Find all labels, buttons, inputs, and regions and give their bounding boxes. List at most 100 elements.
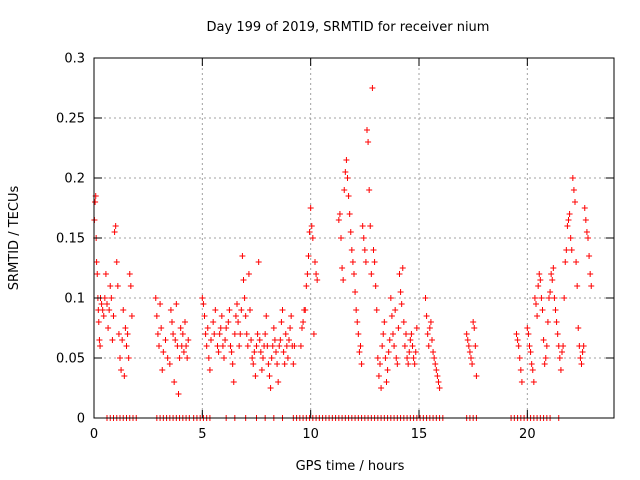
x-axis-label: GPS time / hours: [296, 459, 405, 474]
data-point: [270, 325, 277, 331]
data-point: [219, 343, 226, 349]
data-point: [232, 313, 239, 319]
data-point: [343, 157, 350, 163]
data-point: [123, 343, 130, 349]
data-point: [314, 277, 321, 283]
data-point: [255, 259, 262, 265]
data-point: [379, 343, 386, 349]
data-point: [214, 343, 221, 349]
data-point: [335, 217, 342, 223]
data-point: [542, 355, 549, 361]
data-point: [565, 217, 572, 223]
data-point: [128, 313, 135, 319]
data-point: [310, 331, 317, 337]
data-point: [167, 307, 174, 313]
data-point: [242, 313, 249, 319]
data-point: [171, 379, 178, 385]
data-point: [122, 325, 129, 331]
data-point: [121, 373, 128, 379]
data-point: [560, 343, 567, 349]
data-point: [377, 361, 383, 367]
data-point: [366, 187, 373, 193]
x-tick-label: 5: [198, 427, 206, 442]
data-point: [516, 355, 523, 361]
data-point: [179, 331, 186, 337]
data-point: [173, 301, 180, 307]
axis-ticks: [93, 57, 614, 419]
data-point: [392, 307, 399, 313]
x-tick-label: 10: [302, 427, 319, 442]
data-point: [404, 355, 411, 361]
data-point: [162, 337, 169, 343]
data-point: [468, 355, 474, 361]
data-point: [548, 271, 555, 277]
data-point: [177, 325, 184, 331]
data-point: [92, 199, 99, 205]
data-point: [199, 295, 206, 301]
data-point: [543, 343, 550, 349]
data-point: [299, 325, 305, 331]
data-point: [435, 379, 442, 385]
data-point: [566, 211, 573, 217]
data-point: [176, 355, 183, 361]
data-point: [271, 337, 278, 343]
data-point: [471, 325, 478, 331]
data-point: [351, 271, 357, 277]
data-point: [549, 277, 556, 283]
data-point: [400, 319, 407, 325]
data-point: [469, 361, 476, 367]
data-point: [344, 175, 351, 181]
data-point: [152, 295, 159, 301]
data-point: [204, 325, 211, 331]
data-point: [382, 355, 389, 361]
data-point: [120, 307, 127, 313]
data-point: [398, 301, 405, 307]
data-point: [160, 349, 167, 355]
data-point: [201, 313, 208, 319]
data-point: [464, 337, 471, 343]
data-point: [170, 331, 177, 337]
data-point: [405, 361, 412, 367]
data-point: [374, 355, 381, 361]
data-point: [563, 247, 570, 253]
data-point: [513, 331, 520, 337]
data-point: [227, 343, 234, 349]
data-point: [425, 343, 432, 349]
data-point: [262, 331, 269, 337]
data-point: [559, 349, 565, 355]
data-point: [267, 385, 274, 391]
data-point: [110, 313, 117, 319]
data-point: [217, 325, 224, 331]
data-point: [107, 283, 114, 289]
data-point: [254, 331, 261, 337]
data-point: [157, 301, 164, 307]
data-point: [401, 343, 408, 349]
data-point: [358, 361, 365, 367]
data-point: [577, 355, 584, 361]
data-point: [274, 361, 281, 367]
data-point: [533, 301, 539, 307]
data-point: [111, 229, 118, 235]
data-point: [200, 301, 207, 307]
data-point: [105, 325, 112, 331]
data-point: [308, 223, 315, 229]
data-point: [342, 169, 349, 175]
data-point: [369, 85, 376, 91]
data-point: [528, 361, 535, 367]
data-point: [106, 307, 113, 313]
data-point: [436, 385, 443, 391]
data-point: [300, 319, 307, 325]
data-point: [568, 247, 575, 253]
data-point: [535, 283, 542, 289]
x-tick-label: 20: [519, 427, 536, 442]
data-point: [264, 343, 271, 349]
data-point: [384, 367, 391, 373]
data-point: [248, 337, 255, 343]
data-point: [164, 355, 171, 361]
data-point: [399, 265, 406, 271]
data-point: [112, 223, 119, 229]
data-point: [210, 319, 217, 325]
data-point: [250, 361, 257, 367]
data-point: [387, 295, 394, 301]
data-point: [275, 379, 282, 385]
